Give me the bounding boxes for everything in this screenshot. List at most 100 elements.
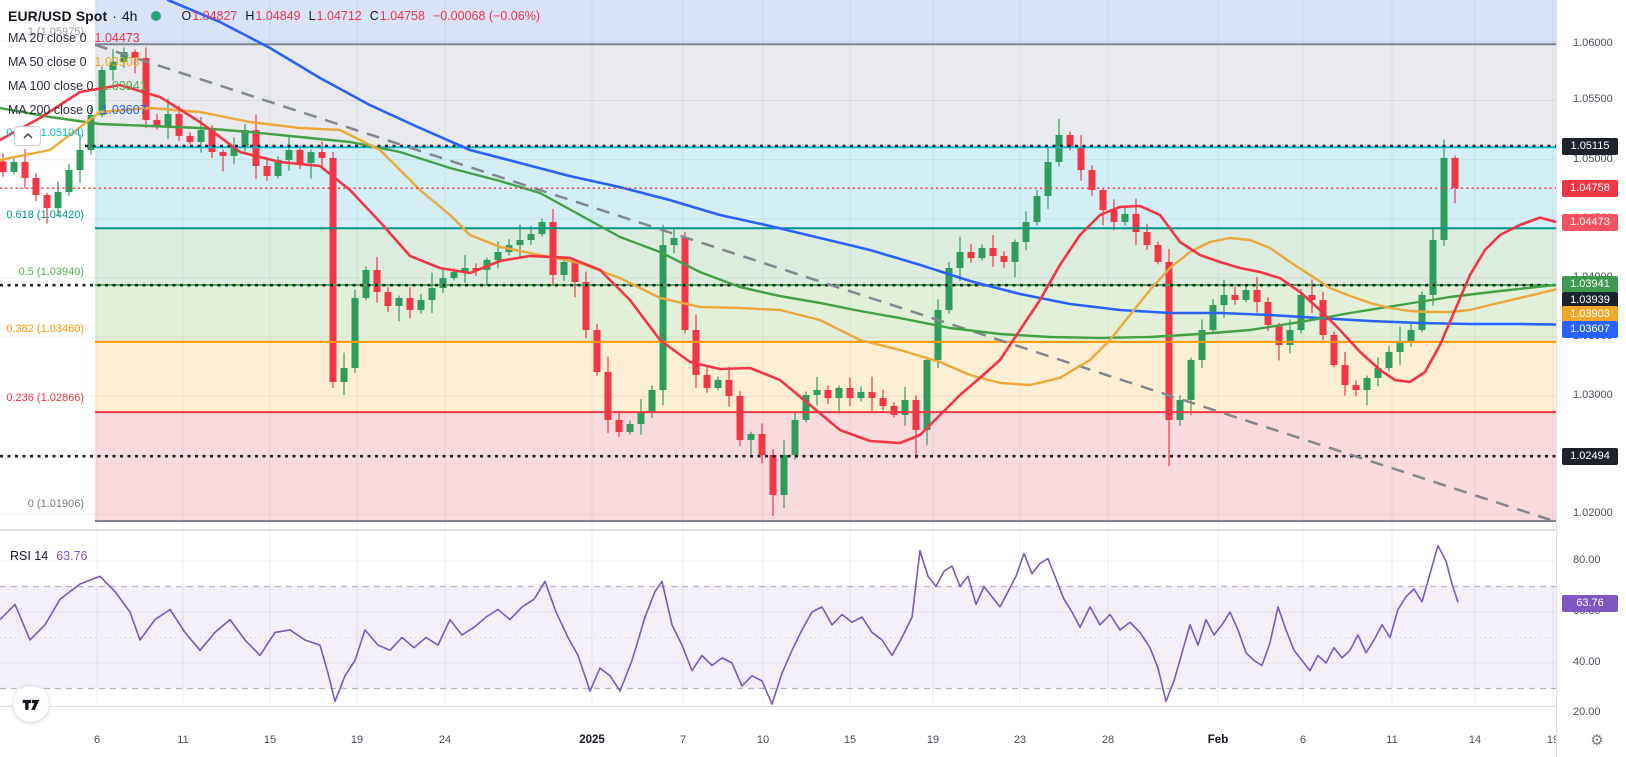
candle — [868, 376, 876, 412]
price-badge: 1.03941 — [1562, 275, 1618, 293]
candle — [1374, 357, 1382, 387]
candle — [263, 157, 271, 181]
candle — [747, 431, 755, 456]
candle — [406, 287, 414, 319]
candle — [791, 411, 799, 460]
ma20-line — [0, 83, 1556, 445]
time-tick-label: 6 — [1299, 734, 1307, 746]
ma-legend: MA 20 close 0 1.04473 MA 50 close 0 1.03903… — [8, 26, 540, 122]
candle — [109, 48, 117, 81]
candle — [351, 289, 359, 373]
candle — [1286, 319, 1294, 354]
ma-label: MA 20 close 0 — [8, 31, 87, 45]
ohlc-key: C — [369, 9, 379, 23]
rsi-legend-row[interactable]: RSI 14 63.76 — [10, 549, 88, 563]
candle — [131, 49, 139, 74]
time-tick-label: 11 — [177, 734, 189, 746]
candle — [1209, 299, 1217, 334]
ohlc-value: 1.04849 — [255, 9, 301, 23]
candle — [373, 257, 381, 303]
ma-legend-row[interactable]: MA 100 close 0 1.03941 — [8, 74, 540, 98]
candle — [54, 181, 62, 217]
ma-legend-row[interactable]: MA 50 close 0 1.03903 — [8, 50, 540, 74]
candle — [901, 386, 909, 426]
candle — [1396, 326, 1404, 365]
time-tick-label: Feb — [1207, 734, 1229, 746]
candle — [329, 152, 337, 389]
candle — [703, 366, 711, 393]
ohlc-value: 1.04758 — [379, 9, 425, 23]
candle — [1242, 286, 1250, 303]
time-tick-label: 11 — [1386, 734, 1398, 746]
time-tick-label: 14 — [1468, 734, 1482, 746]
price-axis[interactable]: 1.060001.055001.050001.045001.040001.035… — [1556, 0, 1626, 757]
candle — [956, 236, 964, 282]
time-tick-label: 15 — [843, 734, 857, 746]
legend-collapse-button[interactable] — [14, 126, 41, 146]
candle — [857, 386, 865, 402]
candle — [824, 385, 832, 404]
candle — [1385, 345, 1393, 372]
fib-band — [95, 285, 1556, 342]
symbol-title: EUR/USD Spot — [8, 8, 108, 24]
candle — [934, 299, 942, 369]
time-tick-label: 19 — [350, 734, 364, 746]
price-chart-canvas — [0, 0, 1556, 706]
price-badge: 1.04473 — [1562, 213, 1618, 231]
candle — [340, 352, 348, 395]
candle — [571, 259, 579, 298]
candle — [1451, 155, 1459, 204]
candle — [1363, 375, 1371, 406]
candle — [967, 243, 975, 263]
chart-pane[interactable] — [0, 0, 1556, 706]
tradingview-logo[interactable] — [13, 686, 49, 722]
candle — [230, 137, 238, 165]
descending-trendline — [94, 43, 1556, 523]
candle — [1297, 289, 1305, 334]
candle — [725, 366, 733, 407]
ma-label: MA 50 close 0 — [8, 55, 87, 69]
candle — [802, 391, 810, 423]
candle — [549, 208, 557, 286]
candle — [1099, 187, 1107, 226]
time-tick-label: 7 — [679, 734, 687, 746]
candle — [1011, 239, 1019, 278]
candle — [186, 132, 194, 145]
market-status-dot-icon — [151, 11, 162, 21]
candle — [714, 376, 722, 391]
candle — [593, 324, 601, 376]
fib-label: 0 (1.01906) — [27, 498, 84, 510]
ma-legend-row[interactable]: MA 200 close 0 1.03607 — [8, 98, 540, 122]
candle — [362, 266, 370, 301]
ma-label: MA 200 close 0 — [8, 103, 94, 117]
ma200-line — [166, 0, 1556, 326]
ohlc-key: O — [181, 9, 192, 23]
candle — [736, 391, 744, 446]
candle — [1110, 199, 1118, 231]
candle — [670, 227, 678, 254]
candle — [978, 244, 986, 261]
candle — [164, 98, 172, 140]
price-badge: 1.05115 — [1562, 137, 1618, 155]
candle — [120, 47, 128, 68]
fib-band — [95, 228, 1556, 286]
candle — [76, 134, 84, 184]
interval-label[interactable]: 4h — [121, 8, 138, 24]
candle — [945, 262, 953, 314]
symbol-row[interactable]: EUR/USD Spot · 4h O 1.04827 H 1.04849 L 1.047… — [8, 6, 540, 26]
candle — [1121, 208, 1129, 226]
ohlc-values: O 1.04827 H 1.04849 L 1.04712 C 1.04758 −0.00068… — [173, 9, 540, 23]
candle — [780, 439, 788, 509]
axis-settings-gear-icon[interactable]: ⚙ — [1590, 731, 1604, 749]
ma-legend-row[interactable]: MA 20 close 0 1.04473 — [8, 26, 540, 50]
fib-label: 0.5 (1.03940) — [18, 266, 84, 278]
candle — [560, 257, 568, 281]
candle — [846, 377, 854, 407]
candle — [516, 224, 524, 259]
candle — [32, 173, 40, 201]
fib-band — [95, 341, 1556, 413]
time-axis[interactable]: 6 11 15 19 24 2025 7 10 15 19 23 28 Feb 6 11 14 19 — [0, 706, 1559, 757]
fib-band — [95, 412, 1556, 521]
price-badge: 1.03939 — [1562, 291, 1618, 309]
